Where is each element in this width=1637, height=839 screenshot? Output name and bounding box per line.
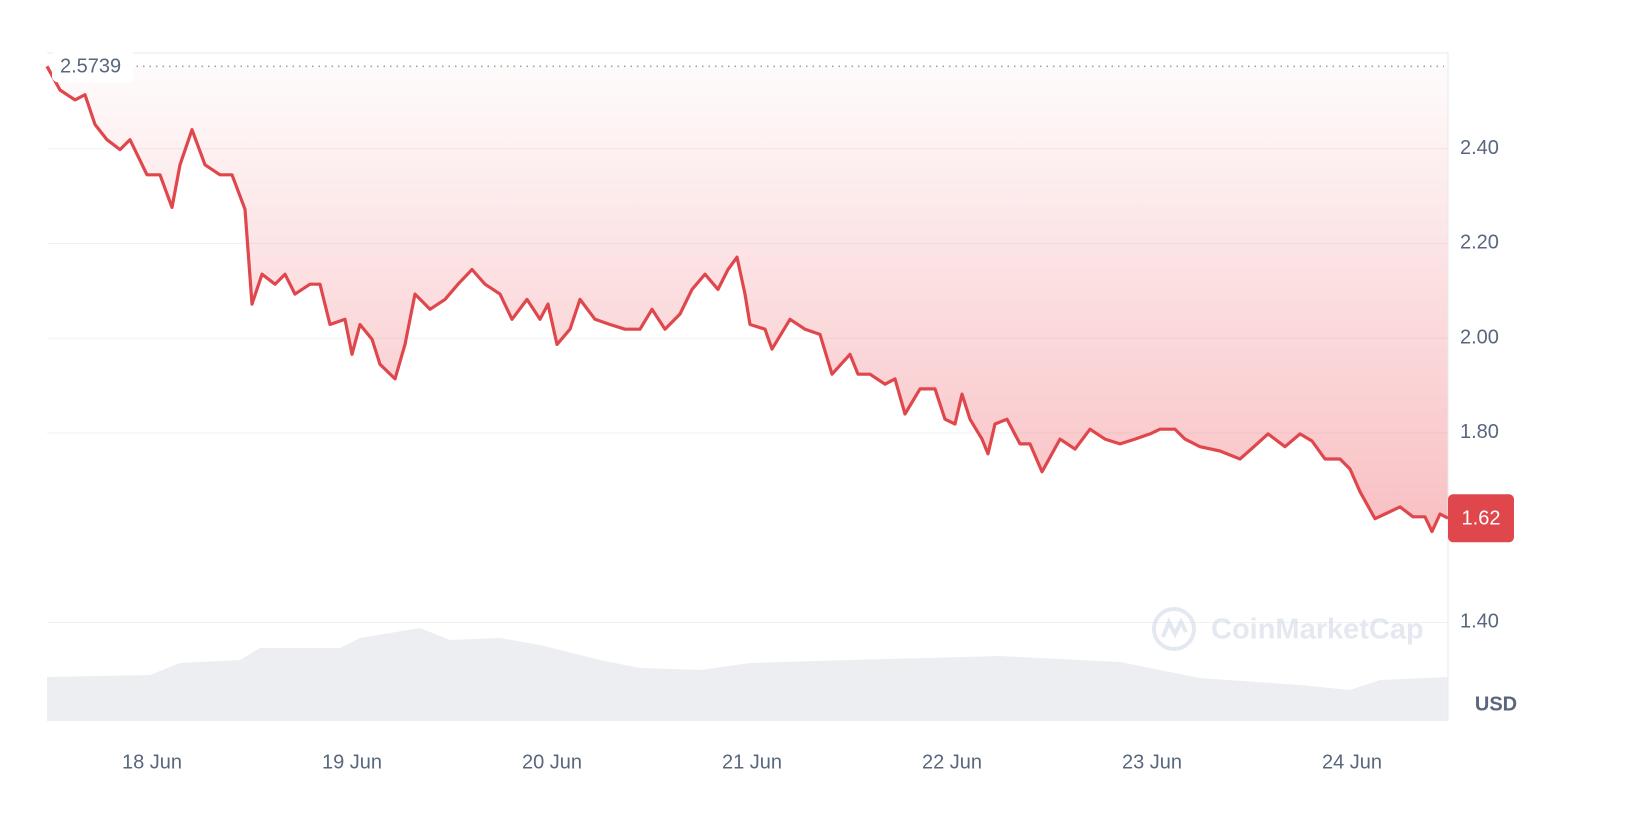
watermark: CoinMarketCap	[1152, 607, 1424, 651]
max-label-box	[52, 50, 134, 83]
x-tick-label: 23 Jun	[1122, 751, 1182, 773]
area	[47, 66, 1448, 532]
y-tick-label: 1.80	[1460, 421, 1499, 443]
y-tick-label: 2.40	[1460, 137, 1499, 159]
unit-label: USD	[1475, 693, 1517, 715]
max-label: 2.5739	[60, 56, 121, 78]
watermark-text: CoinMarketCap	[1211, 614, 1424, 646]
x-tick-label: 19 Jun	[322, 751, 382, 773]
y-tick-label: 1.40	[1460, 611, 1499, 633]
last-price-label: 1.62	[1462, 508, 1501, 530]
annotations: 2.5739 1.62	[52, 50, 1514, 543]
watermark-logo-mark	[1161, 617, 1188, 639]
x-tick-label: 18 Jun	[122, 751, 182, 773]
x-tick-label: 20 Jun	[522, 751, 582, 773]
price-area	[47, 66, 1448, 532]
watermark-logo	[1152, 607, 1196, 651]
line-layer	[45, 65, 1449, 534]
price-line	[45, 65, 1449, 534]
y-tick-label: 2.00	[1460, 326, 1499, 348]
last-price-box	[1448, 494, 1514, 543]
x-tick-label: 21 Jun	[722, 751, 782, 773]
volume	[47, 628, 1448, 721]
axes: 1.40 1.80 2.00 2.20 2.40 18 Jun 19 Jun 20 Jun 21…	[122, 137, 1499, 773]
volume-area	[47, 628, 1448, 721]
y-tick-label: 2.20	[1460, 232, 1499, 254]
x-tick-label: 22 Jun	[922, 751, 982, 773]
x-tick-label: 24 Jun	[1322, 751, 1382, 773]
